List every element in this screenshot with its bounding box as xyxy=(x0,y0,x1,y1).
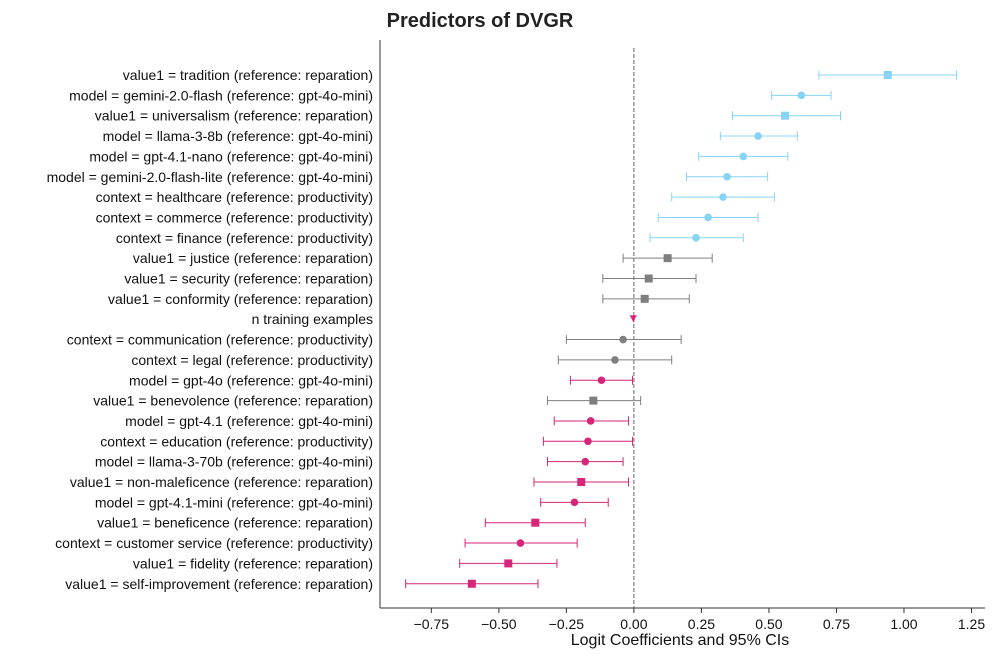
y-tick-label: value1 = tradition (reference: reparatio… xyxy=(123,67,373,83)
y-tick-label: context = communication (reference: prod… xyxy=(67,332,373,348)
point-estimate-circle xyxy=(797,91,806,100)
point-estimate-square xyxy=(504,559,513,568)
point-estimate-circle xyxy=(704,213,712,222)
y-tick-label: model = llama-3-8b (reference: gpt-4o-mi… xyxy=(103,128,373,144)
point-estimate-circle xyxy=(597,376,606,385)
point-estimate-square xyxy=(663,254,672,263)
point-estimate-circle xyxy=(584,437,592,446)
row-23: context = customer service (reference: p… xyxy=(55,535,578,551)
row-5: model = gemini-2.0-flash-lite (reference… xyxy=(47,169,769,185)
row-22: value1 = beneficence (reference: reparat… xyxy=(97,515,586,531)
point-estimate-circle xyxy=(739,152,748,161)
x-tick-label: 1.00 xyxy=(890,616,917,632)
y-tick-label: model = gemini-2.0-flash-lite (reference… xyxy=(47,169,373,185)
row-14: context = legal (reference: productivity… xyxy=(131,352,673,368)
y-tick-label: model = llama-3-70b (reference: gpt-4o-m… xyxy=(95,454,373,470)
y-tick-label: value1 = fidelity (reference: reparation… xyxy=(133,555,373,571)
x-tick-label: −0.75 xyxy=(414,616,450,632)
y-tick-label: value1 = security (reference: reparation… xyxy=(124,271,373,287)
y-tick-label: value1 = justice (reference: reparation) xyxy=(133,250,373,266)
y-tick-label: context = education (reference: producti… xyxy=(100,433,373,449)
point-estimate-circle xyxy=(723,172,731,181)
y-tick-label: value1 = beneficence (reference: reparat… xyxy=(97,515,373,531)
row-24: value1 = fidelity (reference: reparation… xyxy=(133,555,558,571)
point-estimate-circle xyxy=(611,356,619,364)
x-tick-label: 0.25 xyxy=(688,616,715,632)
plot-axes: −0.75 −0.50 −0.25 0.00 0.25 0.50 0.75 1.00 1.25 xyxy=(379,40,985,632)
y-tick-label: context = finance (reference: productivi… xyxy=(116,230,373,246)
point-estimate-circle xyxy=(692,234,700,242)
row-3: model = llama-3-8b (reference: gpt-4o-mi… xyxy=(103,128,798,144)
y-tick-label: context = customer service (reference: p… xyxy=(55,535,373,551)
point-estimate-triangle xyxy=(629,315,637,323)
point-estimate-circle xyxy=(570,498,579,507)
x-axis-label: Logit Coefficients and 95% CIs xyxy=(571,632,790,649)
point-estimate-square xyxy=(640,294,649,303)
row-10: value1 = security (reference: reparation… xyxy=(124,271,697,287)
y-tick-label: context = legal (reference: productivity… xyxy=(131,352,373,368)
row-9: value1 = justice (reference: reparation) xyxy=(133,250,713,266)
y-tick-label: model = gpt-4.1 (reference: gpt-4o-mini) xyxy=(125,413,373,429)
row-25: value1 = self-improvement (reference: re… xyxy=(65,576,539,592)
row-15: model = gpt-4o (reference: gpt-4o-mini) xyxy=(129,372,634,388)
row-6: context = healthcare (reference: product… xyxy=(96,189,775,205)
point-estimate-square xyxy=(589,396,598,405)
row-17: model = gpt-4.1 (reference: gpt-4o-mini) xyxy=(125,413,629,429)
point-estimate-square xyxy=(644,274,653,283)
point-estimate-square xyxy=(577,478,586,486)
x-tick-label: 0.75 xyxy=(823,616,850,632)
point-estimate-square xyxy=(467,579,476,588)
row-13: context = communication (reference: prod… xyxy=(67,332,682,348)
x-tick-label: 1.25 xyxy=(958,616,985,632)
y-tick-label: value1 = conformity (reference: reparati… xyxy=(108,291,373,307)
y-tick-label: value1 = universalism (reference: repara… xyxy=(95,108,373,124)
row-0: value1 = tradition (reference: reparatio… xyxy=(123,67,958,83)
x-tick-label: 0.50 xyxy=(755,616,782,632)
row-1: model = gemini-2.0-flash (reference: gpt… xyxy=(69,87,832,103)
x-tick-label: 0.00 xyxy=(620,616,647,632)
point-estimate-circle xyxy=(516,539,525,547)
x-tick-label: −0.50 xyxy=(481,616,517,632)
y-tick-label: value1 = self-improvement (reference: re… xyxy=(65,576,373,592)
row-12: n training examples xyxy=(252,311,637,327)
row-2: value1 = universalism (reference: repara… xyxy=(95,108,842,124)
y-tick-label: model = gpt-4.1-mini (reference: gpt-4o-… xyxy=(95,494,373,510)
point-estimate-circle xyxy=(754,132,762,140)
y-tick-label: value1 = non-maleficence (reference: rep… xyxy=(70,474,373,490)
y-tick-label: value1 = benevolence (reference: reparat… xyxy=(93,393,373,409)
y-tick-label: n training examples xyxy=(252,311,373,327)
y-tick-label: model = gemini-2.0-flash (reference: gpt… xyxy=(69,87,373,103)
y-tick-label: context = healthcare (reference: product… xyxy=(96,189,373,205)
row-18: context = education (reference: producti… xyxy=(100,433,634,449)
row-21: model = gpt-4.1-mini (reference: gpt-4o-… xyxy=(95,494,609,510)
row-7: context = commerce (reference: productiv… xyxy=(96,209,759,225)
y-tick-label: model = gpt-4.1-nano (reference: gpt-4o-… xyxy=(89,148,373,164)
point-estimate-square xyxy=(531,518,540,527)
row-20: value1 = non-maleficence (reference: rep… xyxy=(70,474,629,490)
y-tick-label: model = gpt-4o (reference: gpt-4o-mini) xyxy=(129,372,373,388)
row-16: value1 = benevolence (reference: reparat… xyxy=(93,393,642,409)
x-tick-label: −0.25 xyxy=(549,616,585,632)
point-estimate-circle xyxy=(719,193,727,201)
y-tick-label: context = commerce (reference: productiv… xyxy=(96,209,373,225)
point-estimate-circle xyxy=(586,417,595,425)
plot-rows: value1 = tradition (reference: reparatio… xyxy=(47,67,958,592)
row-19: model = llama-3-70b (reference: gpt-4o-m… xyxy=(95,454,624,470)
row-11: value1 = conformity (reference: reparati… xyxy=(108,291,690,307)
row-8: context = finance (reference: productivi… xyxy=(116,230,744,246)
point-estimate-square xyxy=(781,111,790,120)
chart-title: Predictors of DVGR xyxy=(387,10,574,32)
point-estimate-circle xyxy=(581,457,590,466)
point-estimate-circle xyxy=(619,335,627,344)
point-estimate-square xyxy=(883,71,892,79)
row-4: model = gpt-4.1-nano (reference: gpt-4o-… xyxy=(89,148,789,164)
